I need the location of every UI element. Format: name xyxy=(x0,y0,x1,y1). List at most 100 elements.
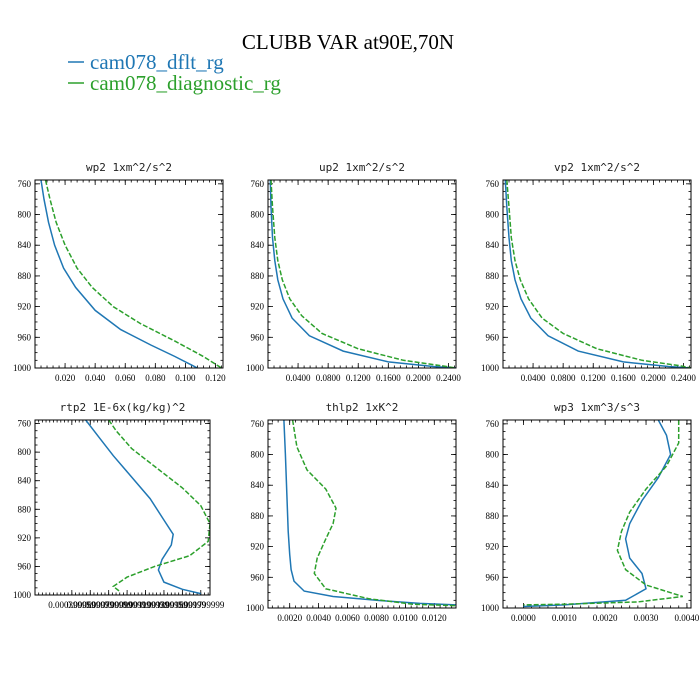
series-line-dflt xyxy=(85,420,201,595)
x-tick-label: 0.000599999 xyxy=(67,600,115,610)
x-tick-label: 0.020 xyxy=(55,373,76,383)
y-tick-label: 880 xyxy=(18,504,32,514)
series-line-dflt xyxy=(269,180,456,368)
panels: wp2 1xm^2/s^2 760 800 840 880 920 960 1000 0.020… xyxy=(13,161,700,623)
y-tick-label: 840 xyxy=(18,240,32,250)
y-tick-label: 840 xyxy=(251,480,265,490)
chart-panel: rtp2 1E-6x(kg/kg)^2 760 800 840 880 920 960 100… xyxy=(13,401,225,610)
x-tick-label: 0.0120 xyxy=(422,613,447,623)
figure-title: CLUBB VAR at90E,70N xyxy=(242,30,454,54)
y-tick-label: 1000 xyxy=(13,590,32,600)
chart-panel: wp3 1xm^3/s^3 760 800 840 880 920 960 1000 0.000… xyxy=(481,401,700,623)
x-tick-label: 0.000999999 xyxy=(103,600,151,610)
series-line-diagnostic xyxy=(523,420,684,606)
legend-label: cam078_dflt_rg xyxy=(90,50,224,74)
x-tick-label: 0.0020 xyxy=(593,613,618,623)
series-line-dflt xyxy=(523,420,672,608)
x-tick-label: 0.0400 xyxy=(286,373,311,383)
y-tick-label: 880 xyxy=(251,271,265,281)
y-tick-label: 920 xyxy=(18,302,32,312)
x-tick-label: 0.001399999 xyxy=(140,600,188,610)
y-tick-label: 800 xyxy=(251,450,265,460)
y-tick-label: 920 xyxy=(251,302,265,312)
x-tick-label: 0.001199999 xyxy=(122,600,169,610)
panel-frame xyxy=(502,179,692,369)
y-tick-label: 1000 xyxy=(13,363,32,373)
x-tick-label: 0.1600 xyxy=(376,373,401,383)
series-line-diagnostic xyxy=(270,180,456,368)
x-tick-label: 0.001599999 xyxy=(159,600,207,610)
chart-panel: wp2 1xm^2/s^2 760 800 840 880 920 960 1000 0.020… xyxy=(13,161,226,383)
y-tick-label: 880 xyxy=(486,511,500,521)
y-tick-label: 760 xyxy=(18,419,32,429)
y-tick-label: 840 xyxy=(486,240,500,250)
y-tick-label: 760 xyxy=(251,419,265,429)
x-tick-label: 0.2400 xyxy=(671,373,696,383)
y-tick-label: 800 xyxy=(486,450,500,460)
x-tick-label: 0.120 xyxy=(205,373,226,383)
x-tick-label: 0.000399999 xyxy=(48,600,96,610)
x-tick-label: 0.0800 xyxy=(316,373,341,383)
series-line-diagnostic xyxy=(506,180,691,368)
chart-panel: up2 1xm^2/s^2 760 800 840 880 920 960 1000 0.040… xyxy=(246,161,461,383)
y-tick-label: 800 xyxy=(18,447,32,457)
panel-title: wp3 1xm^3/s^3 xyxy=(554,401,640,414)
x-tick-label: 0.2000 xyxy=(641,373,666,383)
series-line-diagnostic xyxy=(291,420,456,607)
y-tick-label: 880 xyxy=(18,271,32,281)
series-line-diagnostic xyxy=(44,180,222,368)
panel-frame xyxy=(267,419,457,609)
x-tick-label: 0.060 xyxy=(115,373,136,383)
x-tick-label: 0.000799999 xyxy=(85,600,133,610)
x-tick-label: 0.1200 xyxy=(581,373,606,383)
x-tick-label: 0.0040 xyxy=(306,613,331,623)
y-tick-label: 960 xyxy=(486,572,500,582)
series-line-dflt xyxy=(40,180,198,368)
y-tick-label: 760 xyxy=(486,419,500,429)
y-tick-label: 880 xyxy=(486,271,500,281)
y-tick-label: 880 xyxy=(251,511,265,521)
y-tick-label: 760 xyxy=(251,179,265,189)
x-tick-label: 0.040 xyxy=(85,373,106,383)
series-line-diagnostic xyxy=(108,420,210,592)
y-tick-label: 840 xyxy=(486,480,500,490)
x-tick-label: 0.2400 xyxy=(436,373,461,383)
panel-frame xyxy=(502,419,692,609)
y-tick-label: 960 xyxy=(251,572,265,582)
panel-title: rtp2 1E-6x(kg/kg)^2 xyxy=(60,401,186,414)
x-tick-label: 0.1200 xyxy=(346,373,371,383)
panel-title: vp2 1xm^2/s^2 xyxy=(554,161,640,174)
y-tick-label: 840 xyxy=(18,476,32,486)
y-tick-label: 960 xyxy=(486,332,500,342)
panel-title: thlp2 1xK^2 xyxy=(326,401,399,414)
legend-label: cam078_diagnostic_rg xyxy=(90,71,281,95)
panel-frame xyxy=(267,179,457,369)
x-tick-label: 0.0010 xyxy=(552,613,577,623)
y-tick-label: 920 xyxy=(18,533,32,543)
x-tick-label: 0.0800 xyxy=(551,373,576,383)
y-tick-label: 920 xyxy=(486,302,500,312)
x-tick-label: 0.001799999 xyxy=(177,600,225,610)
y-tick-label: 800 xyxy=(486,210,500,220)
y-tick-label: 800 xyxy=(251,210,265,220)
y-tick-label: 760 xyxy=(486,179,500,189)
y-tick-label: 760 xyxy=(18,179,32,189)
x-tick-label: 0.080 xyxy=(145,373,166,383)
x-tick-label: 0.0100 xyxy=(393,613,418,623)
y-tick-label: 840 xyxy=(251,240,265,250)
x-tick-label: 0.2000 xyxy=(406,373,431,383)
y-tick-label: 1000 xyxy=(481,363,500,373)
x-tick-label: 0.0080 xyxy=(364,613,389,623)
panel-title: wp2 1xm^2/s^2 xyxy=(86,161,172,174)
x-tick-label: 0.1600 xyxy=(611,373,636,383)
x-tick-label: 0.0400 xyxy=(521,373,546,383)
panel-frame xyxy=(34,179,224,369)
series-line-dflt xyxy=(504,180,691,368)
y-tick-label: 920 xyxy=(486,542,500,552)
panel-frame xyxy=(34,419,211,596)
chart-panel: thlp2 1xK^2 760 800 840 880 920 960 1000 0.0020 0… xyxy=(246,401,457,623)
x-tick-label: 0.0030 xyxy=(634,613,659,623)
y-tick-label: 960 xyxy=(251,332,265,342)
